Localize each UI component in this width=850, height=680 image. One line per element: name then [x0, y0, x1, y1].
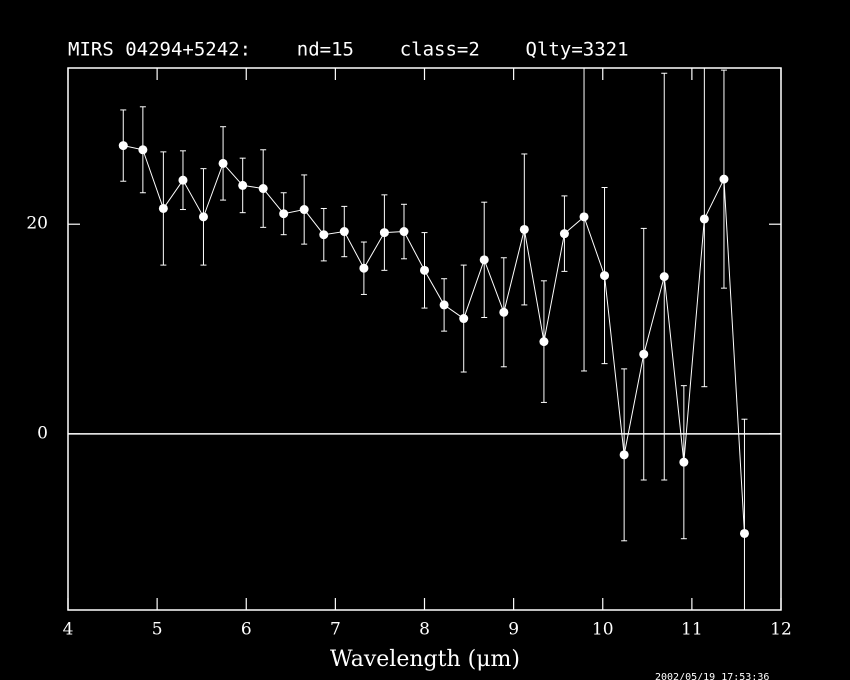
- data-point: [559, 229, 569, 239]
- data-point: [579, 212, 589, 222]
- x-axis-label: Wavelength (μm): [330, 647, 520, 672]
- x-tick-label: 12: [770, 620, 792, 640]
- data-point: [138, 145, 148, 155]
- data-point: [319, 230, 329, 240]
- data-point: [420, 265, 429, 275]
- data-line: [123, 145, 745, 534]
- data-point: [459, 314, 469, 324]
- data-point: [118, 141, 128, 151]
- y-tick-label: 0: [37, 423, 48, 443]
- x-tick-label: 8: [419, 620, 430, 640]
- data-point: [258, 184, 268, 194]
- data-point: [639, 349, 649, 359]
- data-point: [158, 203, 168, 213]
- x-tick-label: 6: [241, 620, 252, 640]
- x-tick-label: 9: [508, 620, 519, 640]
- data-point: [399, 227, 409, 237]
- data-point: [359, 263, 369, 273]
- data-point: [439, 300, 449, 310]
- data-point: [218, 158, 228, 168]
- data-point: [279, 209, 289, 219]
- plot-frame: [67, 67, 782, 611]
- y-tick-label: 20: [26, 214, 48, 234]
- data-point: [379, 228, 389, 238]
- data-point: [519, 224, 529, 234]
- x-tick-label: 10: [592, 620, 614, 640]
- data-point: [539, 337, 549, 347]
- data-point: [719, 174, 729, 184]
- data-point: [198, 212, 208, 222]
- timestamp: 2002/05/19 17:53:36: [655, 672, 769, 680]
- x-tick-label: 11: [681, 620, 703, 640]
- data-point: [479, 255, 489, 265]
- x-tick-label: 5: [152, 620, 163, 640]
- data-point: [619, 450, 629, 460]
- data-point: [339, 227, 349, 237]
- data-point: [178, 175, 188, 185]
- plot-area: [68, 68, 781, 610]
- data-point: [299, 205, 309, 215]
- data-point: [699, 214, 709, 224]
- x-tick-label: 7: [330, 620, 341, 640]
- x-tick-label: 4: [63, 620, 74, 640]
- chart-title: MIRS 04294+5242: nd=15 class=2 Qlty=3321: [68, 39, 629, 61]
- data-point: [659, 272, 669, 282]
- data-point: [600, 271, 610, 281]
- data-point: [499, 307, 509, 317]
- data-point: [739, 528, 749, 538]
- data-point: [679, 457, 689, 467]
- data-point: [238, 180, 248, 190]
